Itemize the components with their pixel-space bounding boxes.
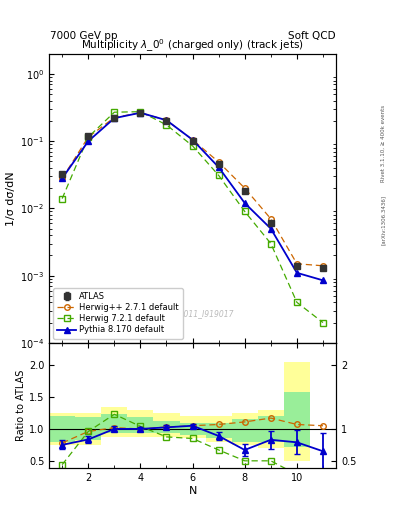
Y-axis label: 1/σ dσ/dN: 1/σ dσ/dN [6, 171, 16, 226]
Legend: ATLAS, Herwig++ 2.7.1 default, Herwig 7.2.1 default, Pythia 8.170 default: ATLAS, Herwig++ 2.7.1 default, Herwig 7.… [53, 288, 183, 338]
Herwig 7.2.1 default [86, 134, 91, 140]
Text: Soft QCD: Soft QCD [288, 31, 336, 41]
Herwig 7.2.1 default [60, 196, 64, 202]
Herwig++ 2.7.1 default [190, 137, 195, 143]
Herwig++ 2.7.1 default [60, 175, 64, 181]
Pythia 8.170 default [321, 278, 325, 284]
Herwig 7.2.1 default [321, 319, 325, 326]
Herwig++ 2.7.1 default [112, 115, 117, 121]
Y-axis label: Ratio to ATLAS: Ratio to ATLAS [16, 370, 26, 441]
X-axis label: N: N [188, 486, 197, 496]
Herwig++ 2.7.1 default [268, 216, 273, 222]
Pythia 8.170 default [268, 226, 273, 232]
Pythia 8.170 default [294, 270, 299, 276]
Herwig 7.2.1 default [190, 143, 195, 149]
Herwig 7.2.1 default [242, 208, 247, 215]
Herwig 7.2.1 default [268, 241, 273, 247]
Pythia 8.170 default [86, 138, 91, 144]
Pythia 8.170 default [60, 175, 64, 181]
Text: Rivet 3.1.10, ≥ 400k events: Rivet 3.1.10, ≥ 400k events [381, 105, 386, 182]
Herwig++ 2.7.1 default [321, 263, 325, 269]
Herwig++ 2.7.1 default [86, 134, 91, 140]
Text: 7000 GeV pp: 7000 GeV pp [50, 31, 118, 41]
Pythia 8.170 default [164, 117, 169, 123]
Herwig 7.2.1 default [138, 109, 143, 115]
Herwig 7.2.1 default [112, 109, 117, 115]
Line: Pythia 8.170 default: Pythia 8.170 default [59, 110, 326, 284]
Pythia 8.170 default [112, 115, 117, 121]
Herwig++ 2.7.1 default [164, 117, 169, 123]
Herwig 7.2.1 default [294, 300, 299, 306]
Pythia 8.170 default [242, 200, 247, 206]
Herwig++ 2.7.1 default [242, 185, 247, 191]
Pythia 8.170 default [138, 110, 143, 116]
Herwig 7.2.1 default [216, 173, 221, 179]
Pythia 8.170 default [190, 137, 195, 143]
Text: ATLAS_2011_I919017: ATLAS_2011_I919017 [151, 309, 234, 318]
Title: Multiplicity $\lambda\_0^0$ (charged only) (track jets): Multiplicity $\lambda\_0^0$ (charged onl… [81, 37, 304, 54]
Herwig 7.2.1 default [164, 122, 169, 128]
Line: Herwig++ 2.7.1 default: Herwig++ 2.7.1 default [59, 110, 326, 269]
Pythia 8.170 default [216, 164, 221, 170]
Herwig++ 2.7.1 default [294, 261, 299, 267]
Text: [arXiv:1306.3436]: [arXiv:1306.3436] [381, 195, 386, 245]
Herwig++ 2.7.1 default [138, 110, 143, 116]
Herwig++ 2.7.1 default [216, 159, 221, 165]
Line: Herwig 7.2.1 default: Herwig 7.2.1 default [59, 109, 326, 325]
